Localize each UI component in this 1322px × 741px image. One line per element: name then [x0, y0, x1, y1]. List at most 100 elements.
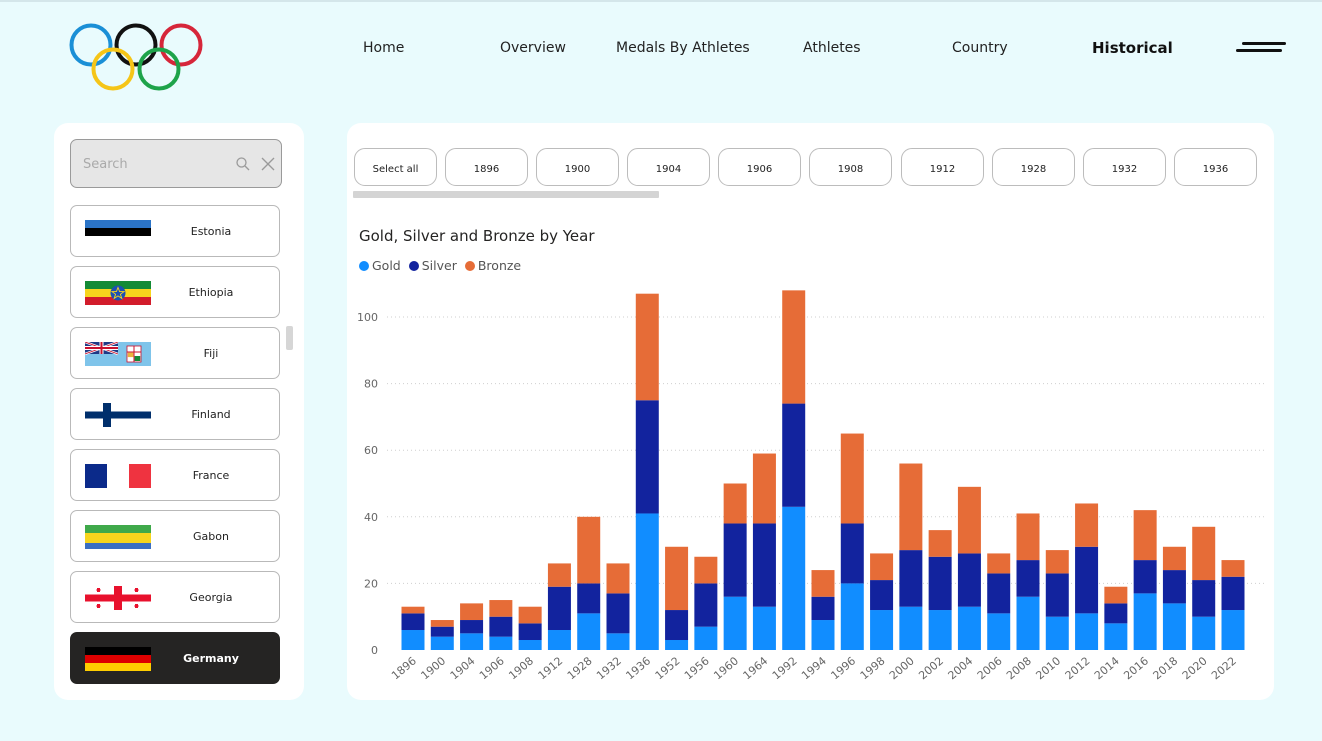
bar-gold-2004 — [957, 606, 981, 650]
gabon-flag-icon — [85, 525, 151, 549]
legend-label-bronze: Bronze — [477, 258, 522, 273]
x-tick-label: 1964 — [741, 654, 771, 682]
nav-country[interactable]: Country — [952, 40, 1008, 56]
bar-silver-2012 — [1075, 546, 1099, 614]
search-box — [70, 139, 282, 188]
bar-bronze-2018 — [1162, 546, 1186, 571]
bar-gold-1896 — [401, 630, 425, 650]
bar-silver-1956 — [694, 583, 718, 627]
bar-silver-1896 — [401, 613, 425, 631]
olympic-rings-icon[interactable] — [66, 20, 208, 94]
bar-gold-2014 — [1104, 623, 1128, 650]
x-tick-label: 1932 — [594, 654, 624, 682]
legend-item-gold[interactable]: Gold — [359, 258, 401, 273]
x-tick-label: 1904 — [448, 654, 478, 682]
bar-silver-1994 — [811, 596, 835, 621]
chart-title: Gold, Silver and Bronze by Year — [359, 227, 595, 245]
x-tick-label: 1960 — [711, 654, 741, 682]
bar-gold-2020 — [1192, 616, 1216, 650]
x-tick-label: 2006 — [975, 654, 1005, 682]
nav-historical[interactable]: Historical — [1092, 39, 1173, 57]
year-button-1904[interactable]: 1904 — [627, 148, 710, 186]
ethiopia-flag-icon — [85, 281, 151, 305]
year-button-1936[interactable]: 1936 — [1174, 148, 1257, 186]
search-input[interactable] — [83, 154, 223, 174]
bar-bronze-1896 — [401, 606, 425, 614]
year-filter-scrollbar[interactable] — [353, 191, 659, 198]
bar-gold-1996 — [840, 583, 864, 650]
country-item-fiji[interactable]: Fiji — [70, 327, 280, 379]
legend-label-silver: Silver — [421, 258, 457, 273]
x-tick-label: 1992 — [770, 654, 800, 682]
estonia-flag-icon — [85, 220, 151, 244]
legend-item-bronze[interactable]: Bronze — [464, 258, 522, 273]
country-item-georgia[interactable]: Georgia — [70, 571, 280, 623]
bar-bronze-2000 — [899, 463, 923, 551]
country-list-scrollbar[interactable] — [286, 326, 293, 350]
x-tick-label: 2000 — [887, 654, 917, 682]
chart-legend: Gold Silver Bronze — [359, 258, 529, 274]
fiji-flag-icon — [85, 342, 151, 366]
x-tick-label: 1996 — [828, 654, 858, 682]
bar-bronze-1998 — [870, 553, 894, 581]
x-tick-label: 1994 — [799, 654, 829, 682]
year-button-1896[interactable]: 1896 — [445, 148, 528, 186]
bar-bronze-1908 — [518, 606, 542, 624]
year-button-select-all[interactable]: Select all — [354, 148, 437, 186]
legend-item-silver[interactable]: Silver — [408, 258, 457, 273]
bar-gold-1912 — [547, 630, 571, 650]
bar-silver-2008 — [1016, 560, 1040, 597]
bar-bronze-1992 — [782, 290, 806, 404]
bar-silver-1928 — [577, 583, 601, 614]
nav-home[interactable]: Home — [363, 40, 405, 56]
bar-silver-2020 — [1192, 580, 1216, 617]
bar-gold-2002 — [928, 610, 952, 650]
bar-bronze-1904 — [460, 603, 484, 621]
year-button-1906[interactable]: 1906 — [718, 148, 801, 186]
nav-overview[interactable]: Overview — [500, 40, 566, 56]
x-tick-label: 2022 — [1209, 654, 1239, 682]
y-tick-label: 60 — [364, 444, 378, 457]
x-tick-label: 1906 — [477, 654, 507, 682]
country-item-finland[interactable]: Finland — [70, 388, 280, 440]
nav-athletes[interactable]: Athletes — [803, 40, 861, 56]
x-tick-label: 2008 — [1004, 654, 1034, 682]
bar-silver-2016 — [1133, 560, 1157, 594]
bar-gold-1994 — [811, 620, 835, 650]
search-icon[interactable] — [235, 156, 251, 172]
bar-bronze-2020 — [1192, 526, 1216, 581]
year-button-1908[interactable]: 1908 — [809, 148, 892, 186]
bar-silver-2000 — [899, 550, 923, 607]
country-item-ethiopia[interactable]: Ethiopia — [70, 266, 280, 318]
x-tick-label: 2016 — [1121, 654, 1151, 682]
x-tick-label: 1928 — [565, 654, 595, 682]
bar-bronze-1932 — [606, 563, 630, 594]
hamburger-menu-icon[interactable] — [1236, 42, 1286, 56]
bar-bronze-1956 — [694, 556, 718, 584]
france-flag-icon — [85, 464, 151, 488]
year-button-1928[interactable]: 1928 — [992, 148, 1075, 186]
year-button-1932[interactable]: 1932 — [1083, 148, 1166, 186]
clear-icon[interactable] — [260, 156, 276, 172]
bar-bronze-1928 — [577, 516, 601, 584]
bar-bronze-1900 — [430, 620, 454, 627]
legend-dot-bronze — [464, 261, 475, 271]
finland-flag-icon — [85, 403, 151, 427]
year-button-1912[interactable]: 1912 — [901, 148, 984, 186]
country-item-estonia[interactable]: Estonia — [70, 205, 280, 257]
country-item-gabon[interactable]: Gabon — [70, 510, 280, 562]
country-item-france[interactable]: France — [70, 449, 280, 501]
bar-bronze-1994 — [811, 570, 835, 597]
country-name: Finland — [191, 408, 231, 421]
bar-bronze-2010 — [1045, 550, 1069, 574]
year-button-1900[interactable]: 1900 — [536, 148, 619, 186]
country-item-germany[interactable]: Germany — [70, 632, 280, 684]
bar-silver-1906 — [489, 616, 513, 637]
bar-silver-2014 — [1104, 603, 1128, 624]
bar-bronze-1912 — [547, 563, 571, 587]
bar-gold-1936 — [635, 513, 659, 650]
x-tick-label: 2004 — [946, 654, 976, 682]
nav-medals-by-athletes[interactable]: Medals By Athletes — [616, 40, 750, 56]
legend-label-gold: Gold — [372, 258, 401, 273]
bar-silver-1960 — [723, 523, 747, 597]
